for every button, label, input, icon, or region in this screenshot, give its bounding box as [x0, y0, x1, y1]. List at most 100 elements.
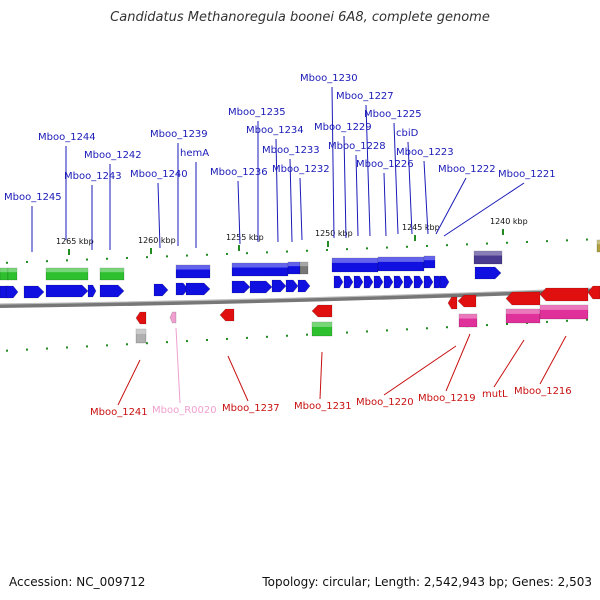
scale-label: 1260 kbp — [138, 236, 176, 245]
forward-gene-box — [45, 267, 89, 281]
leader-line-top — [393, 122, 399, 235]
scale-tick-top — [526, 240, 528, 243]
forward-gene-box-shine — [332, 258, 378, 263]
top-gene-label: Mboo_1222 — [438, 164, 496, 175]
backbone-highlight — [0, 287, 600, 305]
forward-gene-arrow — [413, 275, 424, 289]
scale-tick-top — [466, 243, 468, 246]
forward-gene-box-shine — [424, 256, 435, 261]
scale-tick-bottom — [26, 348, 28, 351]
reverse-gene-box — [135, 328, 147, 344]
top-gene-label: hemA — [180, 148, 209, 159]
reverse-gene-box-shine — [136, 329, 146, 334]
leader-line-top — [365, 104, 371, 237]
scale-tick-bottom — [126, 343, 128, 346]
reverse-gene-box-shine — [312, 322, 332, 327]
forward-gene-box — [423, 255, 436, 269]
scale-major-tick — [150, 248, 152, 254]
scale-tick-top — [346, 248, 348, 251]
scale-tick-top — [126, 256, 128, 259]
bottom-gene-label: Mboo_1241 — [90, 407, 148, 418]
scale-tick-bottom — [86, 345, 88, 348]
forward-gene-box-shine — [474, 251, 502, 256]
scale-label: 1265 kbp — [56, 237, 94, 246]
scale-tick-top — [306, 249, 308, 252]
bottom-gene-label: Mboo_1231 — [294, 401, 352, 412]
forward-gene-arrow — [363, 275, 374, 289]
leader-line-bottom — [227, 355, 249, 402]
scale-major-tick — [502, 229, 504, 235]
scale-tick-bottom — [6, 349, 8, 352]
forward-gene-box-shine — [46, 268, 88, 273]
leader-line-top — [407, 141, 413, 235]
scale-tick-top — [506, 241, 508, 244]
scale-tick-bottom — [166, 341, 168, 344]
leader-line-top — [435, 177, 467, 235]
forward-gene-arrow — [373, 275, 384, 289]
top-gene-label: Mboo_1235 — [228, 107, 286, 118]
forward-gene-arrow — [153, 283, 169, 297]
scale-tick-top — [66, 259, 68, 262]
top-gene-label: Mboo_1234 — [246, 125, 304, 136]
reverse-gene-box-shine — [459, 314, 477, 319]
scale-tick-bottom — [226, 337, 228, 340]
scale-tick-top — [266, 251, 268, 254]
scale-tick-bottom — [146, 342, 148, 345]
scale-tick-bottom — [246, 336, 248, 339]
scale-tick-bottom — [66, 346, 68, 349]
forward-gene-arrow — [474, 266, 502, 280]
reverse-gene-arrow — [587, 285, 600, 300]
top-gene-label: Mboo_1239 — [150, 129, 208, 140]
scale-tick-bottom — [366, 330, 368, 333]
forward-gene-box — [99, 267, 125, 281]
leader-line-top — [237, 180, 241, 245]
forward-gene-arrow — [231, 280, 251, 294]
top-gene-label: Mboo_1244 — [38, 132, 96, 143]
scale-tick-top — [286, 250, 288, 253]
leader-line-bottom — [175, 327, 181, 404]
scale-tick-top — [146, 256, 148, 259]
bottom-gene-label: mutL — [482, 389, 508, 400]
reverse-gene-box — [458, 313, 478, 328]
forward-gene-arrow — [343, 275, 354, 289]
scale-tick-top — [26, 260, 28, 263]
scale-label: 1240 kbp — [490, 217, 528, 226]
scale-tick-bottom — [46, 347, 48, 350]
leader-line-top — [443, 182, 525, 237]
top-gene-label: Mboo_1225 — [364, 109, 422, 120]
scale-tick-top — [46, 260, 48, 263]
reverse-gene-box-shine — [540, 305, 588, 310]
reverse-gene-arrow — [457, 294, 477, 308]
bottom-gene-label: Mboo_1220 — [356, 397, 414, 408]
scale-tick-bottom — [306, 333, 308, 336]
scale-tick-bottom — [546, 320, 548, 323]
forward-gene-box-shine — [0, 268, 8, 273]
top-gene-label: Mboo_1242 — [84, 150, 142, 161]
top-gene-label: Mboo_1230 — [300, 73, 358, 84]
reverse-gene-arrow — [505, 291, 541, 306]
scale-major-tick — [238, 245, 240, 251]
scale-major-tick — [327, 241, 329, 247]
scale-tick-bottom — [106, 344, 108, 347]
forward-gene-box — [7, 267, 18, 281]
scale-tick-bottom — [286, 334, 288, 337]
trna-arrow — [169, 311, 177, 324]
forward-gene-arrow — [353, 275, 364, 289]
scale-tick-top — [386, 246, 388, 249]
forward-gene-arrow — [333, 275, 344, 289]
scale-tick-top — [566, 239, 568, 242]
reverse-gene-box — [539, 304, 589, 320]
forward-gene-box-shine — [232, 263, 288, 268]
scale-tick-bottom — [566, 319, 568, 322]
scale-tick-top — [206, 253, 208, 256]
genome-summary-text: Topology: circular; Length: 2,542,943 bp… — [262, 575, 592, 589]
scale-tick-bottom — [506, 323, 508, 326]
leader-line-bottom — [117, 359, 141, 406]
leader-line-top — [343, 135, 347, 239]
top-gene-label: Mboo_1233 — [262, 145, 320, 156]
forward-gene-arrow — [249, 280, 273, 294]
scale-major-tick — [414, 235, 416, 241]
top-gene-label: Mboo_1226 — [356, 159, 414, 170]
forward-gene-arrow — [297, 279, 311, 293]
